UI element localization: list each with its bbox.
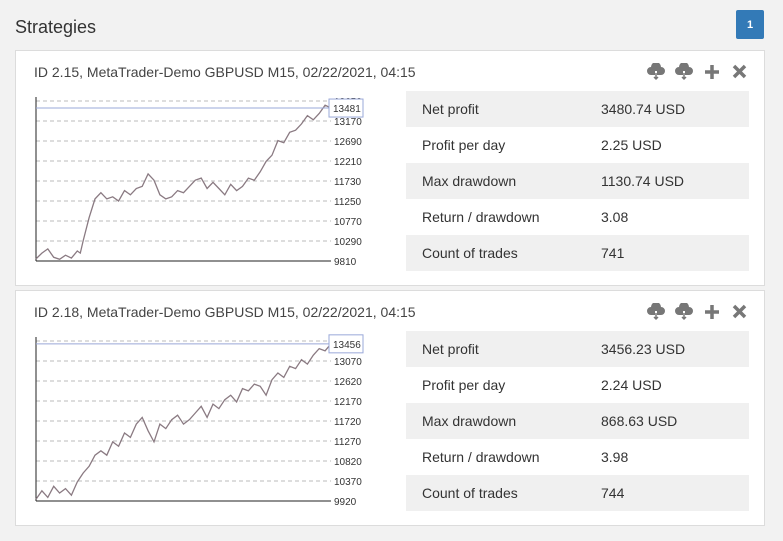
last-value-box bbox=[328, 334, 364, 354]
stat-row-return-drawdown: Return / drawdown 3.08 bbox=[406, 199, 749, 235]
y-tick-label: 10770 bbox=[334, 217, 362, 228]
stat-row-profit-per-day: Profit per day 2.24 USD bbox=[406, 367, 749, 403]
stats-table: Net profit 3480.74 USD Profit per day 2.25… bbox=[406, 91, 749, 271]
y-tick-label: 12210 bbox=[334, 157, 362, 168]
stat-row-count-of-trades: Count of trades 741 bbox=[406, 235, 749, 271]
last-value-label: 13456 bbox=[333, 340, 361, 351]
close-icon[interactable] bbox=[729, 61, 750, 82]
strategy-header: ID 2.18, MetaTrader-Demo GBPUSD M15, 02/… bbox=[34, 304, 416, 320]
equity-line bbox=[35, 343, 332, 500]
y-tick-label: 9810 bbox=[334, 257, 357, 268]
last-value-label: 13481 bbox=[333, 104, 361, 115]
stat-label: Max drawdown bbox=[422, 413, 517, 429]
stat-label: Net profit bbox=[422, 341, 479, 357]
last-value-box bbox=[328, 98, 364, 118]
equity-line bbox=[35, 104, 332, 261]
page-number-badge[interactable]: 1 bbox=[736, 10, 764, 39]
stat-label: Net profit bbox=[422, 101, 479, 117]
plus-icon[interactable] bbox=[701, 301, 722, 322]
cloud-download-icon[interactable] bbox=[673, 61, 694, 82]
card-actions bbox=[645, 301, 750, 322]
stat-value: 741 bbox=[601, 245, 625, 261]
stat-label: Count of trades bbox=[422, 485, 518, 501]
stat-value: 3.98 bbox=[601, 449, 629, 465]
strategy-header: ID 2.15, MetaTrader-Demo GBPUSD M15, 02/… bbox=[34, 64, 416, 80]
stat-value: 3456.23 USD bbox=[601, 341, 686, 357]
stat-label: Profit per day bbox=[422, 377, 506, 393]
y-tick-label: 11250 bbox=[334, 197, 362, 208]
equity-chart: 9810 10290 10770 11250 11730 12210 12690 13170 1… bbox=[35, 97, 364, 268]
cloud-download-icon[interactable] bbox=[645, 61, 666, 82]
stat-row-count-of-trades: Count of trades 744 bbox=[406, 475, 749, 511]
stat-row-max-drawdown: Max drawdown 1130.74 USD bbox=[406, 163, 749, 199]
stat-row-return-drawdown: Return / drawdown 3.98 bbox=[406, 439, 749, 475]
plus-icon[interactable] bbox=[701, 61, 722, 82]
y-tick-label: 10820 bbox=[334, 457, 362, 468]
y-tick-label: 11720 bbox=[334, 417, 362, 428]
stat-row-max-drawdown: Max drawdown 868.63 USD bbox=[406, 403, 749, 439]
stat-value: 2.24 USD bbox=[601, 377, 662, 393]
stat-value: 744 bbox=[601, 485, 625, 501]
stat-label: Return / drawdown bbox=[422, 209, 540, 225]
y-tick-label: 12690 bbox=[334, 137, 362, 148]
y-tick-label: 13170 bbox=[334, 117, 362, 128]
y-tick-label: 10370 bbox=[334, 477, 362, 488]
y-tick-label: 13070 bbox=[334, 357, 362, 368]
strategy-card: ID 2.18, MetaTrader-Demo GBPUSD M15, 02/… bbox=[15, 290, 765, 526]
stat-row-net-profit: Net profit 3480.74 USD bbox=[406, 91, 749, 127]
y-tick-label: 10290 bbox=[334, 237, 362, 248]
stat-value: 3.08 bbox=[601, 209, 629, 225]
stat-label: Count of trades bbox=[422, 245, 518, 261]
stat-row-net-profit: Net profit 3456.23 USD bbox=[406, 331, 749, 367]
cloud-download-icon[interactable] bbox=[645, 301, 666, 322]
y-tick-label: 11270 bbox=[334, 437, 362, 448]
page-title: Strategies bbox=[15, 17, 97, 37]
cloud-download-icon[interactable] bbox=[673, 301, 694, 322]
stats-table: Net profit 3456.23 USD Profit per day 2.24… bbox=[406, 331, 749, 511]
strategy-card: ID 2.15, MetaTrader-Demo GBPUSD M15, 02/… bbox=[15, 50, 765, 286]
stat-value: 868.63 USD bbox=[601, 413, 678, 429]
y-tick-label: 11730 bbox=[334, 177, 362, 188]
y-tick-label: 12620 bbox=[334, 377, 362, 388]
equity-chart: 9920 10370 10820 11270 11720 12170 12620 13070 1… bbox=[35, 334, 364, 508]
stat-label: Profit per day bbox=[422, 137, 506, 153]
stat-value: 1130.74 USD bbox=[601, 173, 685, 189]
stat-label: Return / drawdown bbox=[422, 449, 540, 465]
y-tick-label: 12170 bbox=[334, 397, 362, 408]
stat-value: 2.25 USD bbox=[601, 137, 662, 153]
card-actions bbox=[645, 61, 750, 82]
close-icon[interactable] bbox=[729, 301, 750, 322]
y-tick-label: 9920 bbox=[334, 497, 357, 508]
stat-value: 3480.74 USD bbox=[601, 101, 686, 117]
stat-label: Max drawdown bbox=[422, 173, 517, 189]
stat-row-profit-per-day: Profit per day 2.25 USD bbox=[406, 127, 749, 163]
